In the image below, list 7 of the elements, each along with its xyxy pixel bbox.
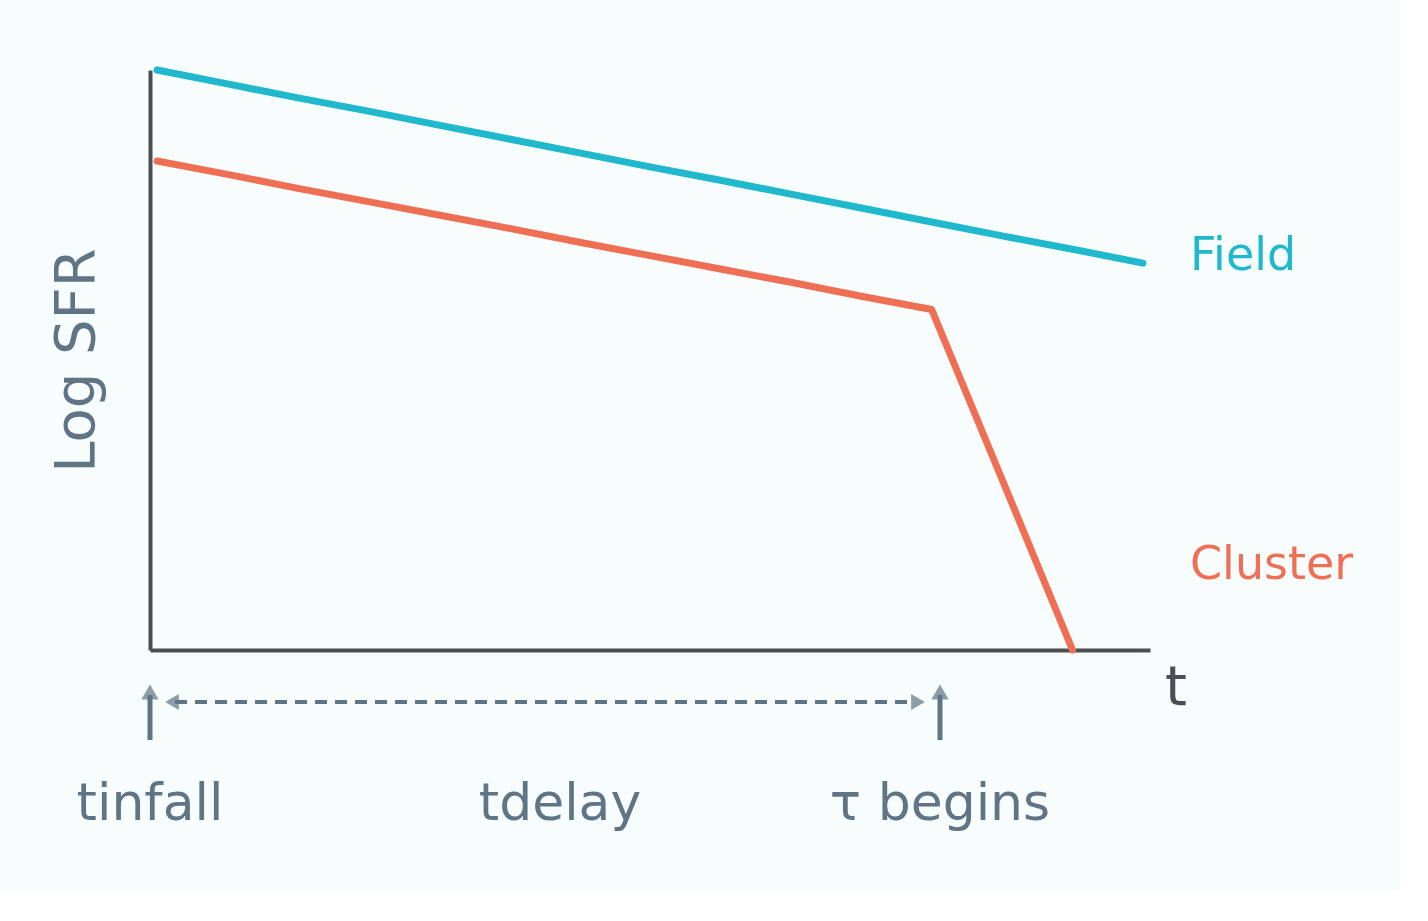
text: tdelay: [478, 772, 642, 832]
text: Cluster: [1190, 535, 1354, 590]
text: τ begins: [829, 772, 1051, 832]
x-axis-title: t: [1165, 653, 1187, 718]
y-axis-title: Log SFR: [41, 248, 107, 473]
series-label: Field: [1190, 227, 1297, 282]
text: tinfall: [76, 772, 224, 832]
